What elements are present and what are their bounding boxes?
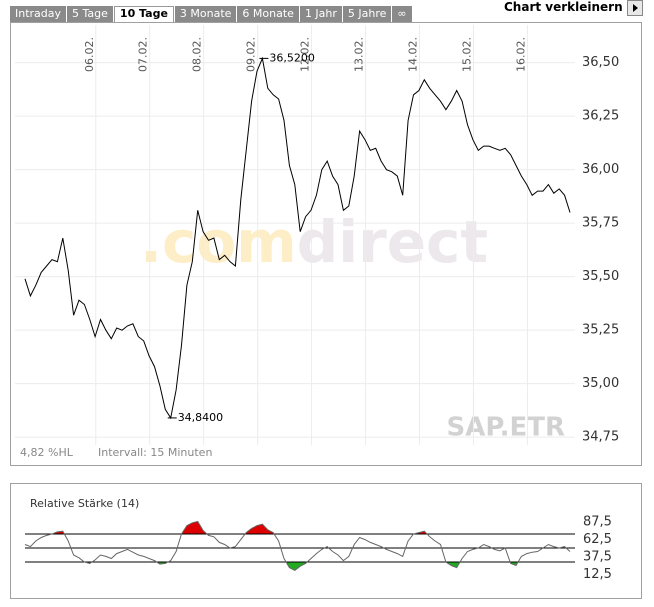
y-tick-label: 35,00 [582,376,619,391]
x-tick-label: 16.02. [514,37,527,72]
tab[interactable]: 3 Monate [174,6,237,22]
y-tick-label: 62,5 [583,532,612,547]
rsi-panel [10,483,642,599]
x-tick-label: 15.02. [460,37,473,72]
annotation-label: 36,5200 [269,51,315,64]
tab[interactable]: Intraday [10,6,67,22]
symbol: SAP.ETR [446,413,565,443]
x-tick-label: 13.02. [353,37,366,72]
y-tick-label: 12,5 [583,567,612,582]
y-tick-label: 36,25 [582,109,619,124]
y-tick-label: 36,00 [582,162,619,177]
interval-note: Intervall: 15 Minuten [98,446,212,459]
price-panel [10,22,642,466]
toggle-button[interactable] [627,0,643,16]
tab[interactable]: 5 Jahre [342,6,392,22]
oversold-fill [25,562,570,571]
range-note: 4,82 %HL [20,446,74,459]
tab[interactable]: 10 Tage [113,6,174,22]
y-tick-label: 35,50 [582,269,619,284]
price-line [24,56,571,420]
y-tick-label: 34,75 [582,430,619,445]
tab[interactable]: 6 Monate [237,6,299,22]
x-tick-label: 06.02. [83,37,96,72]
tab[interactable]: 1 Jahr [299,6,342,22]
y-tick-label: 37,5 [583,549,612,564]
y-tick-label: 35,75 [582,216,619,231]
y-tick-label: 36,50 [582,55,619,70]
watermark-part: .com [140,208,297,276]
y-tick-label: 87,5 [583,514,612,529]
x-tick-label: 08.02. [191,37,204,72]
rsi-line [24,520,571,571]
x-tick-label: 07.02. [137,37,150,72]
x-tick-label: 12.02. [299,37,312,72]
tab[interactable]: ∞ [392,6,412,22]
tab-bar: Intraday 5 Tage 10 Tage 3 Monate 6 Monate 1 J… [10,6,413,22]
annotation-label: 34,8400 [178,411,224,424]
watermark-part: direct [297,208,488,276]
y-tick-label: 35,25 [582,323,619,338]
arrow-icon [633,4,638,12]
rsi-title: Relative Stärke (14) [30,497,139,510]
watermark: .comdirect [140,208,488,276]
x-tick-label: 09.02. [245,37,258,72]
tab[interactable]: 5 Tage [67,6,113,22]
x-tick-label: 14.02. [407,37,420,72]
chart-size-toggle[interactable]: Chart verkleinern [504,0,623,14]
